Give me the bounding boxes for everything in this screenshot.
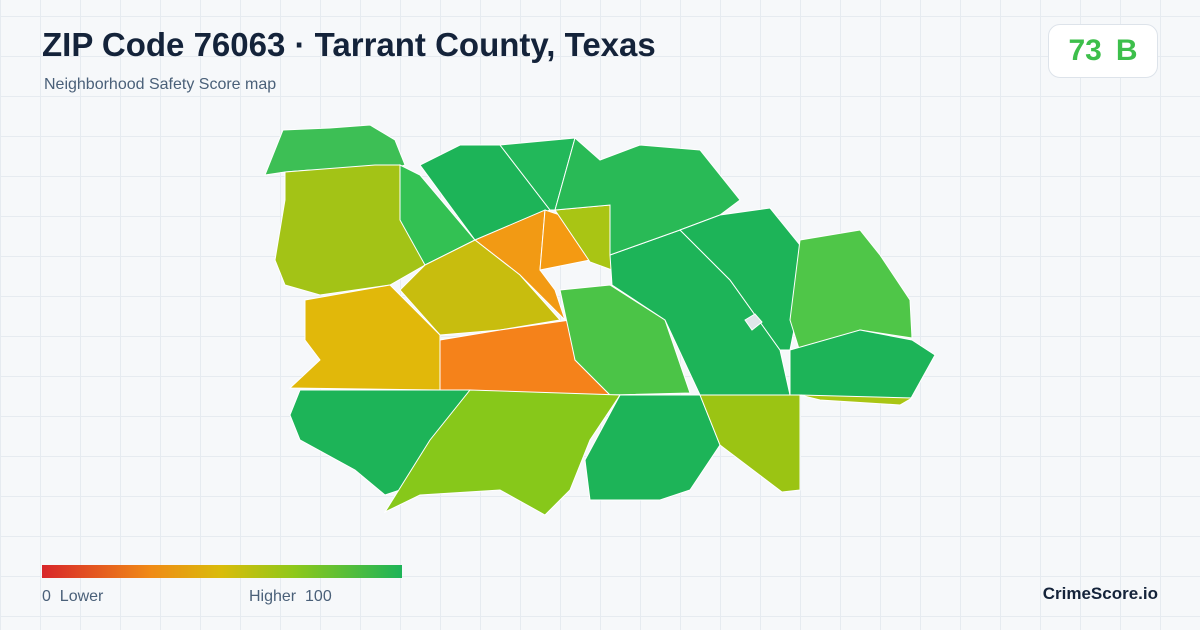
score-badge: 73 B: [1048, 24, 1158, 78]
legend-max-label: Higher: [249, 588, 297, 605]
region: [559, 284, 691, 396]
legend-min-label: Lower: [59, 588, 104, 605]
brand: CrimeScore.io: [1042, 584, 1158, 603]
title: ZIP Code 76063 · Tarrant County, Texas: [42, 26, 656, 63]
legend-min: 0 Lower: [42, 588, 103, 606]
grade: B: [1115, 34, 1138, 67]
legend-max: Higher 100: [249, 588, 332, 606]
score: 73: [1068, 34, 1102, 67]
region: [789, 229, 913, 353]
legend-min-value: 0: [42, 588, 51, 605]
legend-gradient: [42, 565, 402, 578]
region: [699, 394, 801, 493]
region: [399, 239, 561, 336]
region: [383, 389, 621, 516]
region: [744, 313, 763, 331]
subtitle: Neighborhood Safety Score map: [44, 76, 277, 93]
region: [288, 284, 441, 391]
region: [799, 394, 914, 406]
legend-max-value: 100: [305, 588, 332, 605]
